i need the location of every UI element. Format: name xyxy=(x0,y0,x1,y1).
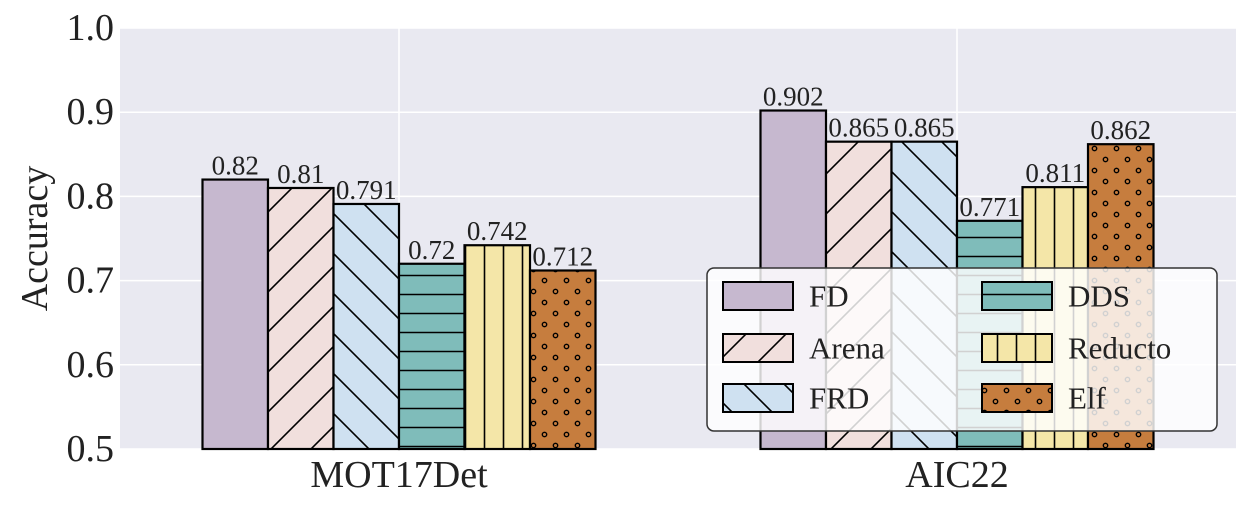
y-tick-label: 0.8 xyxy=(67,175,115,217)
legend-swatch xyxy=(722,333,794,363)
legend-label: DDS xyxy=(1068,279,1130,314)
data-label: 0.742 xyxy=(467,216,528,246)
data-label: 0.771 xyxy=(959,192,1020,222)
legend-swatch xyxy=(722,383,794,413)
y-tick-label: 0.5 xyxy=(67,428,115,470)
y-axis-label: Accuracy xyxy=(14,166,56,312)
legend-label: Reducto xyxy=(1068,331,1171,366)
legend-label: FRD xyxy=(809,381,869,416)
legend-label: FD xyxy=(809,279,849,314)
legend-swatch xyxy=(722,281,794,311)
y-tick-label: 0.9 xyxy=(67,91,115,133)
legend-label: Elf xyxy=(1068,381,1107,416)
bar xyxy=(397,262,466,451)
legend-swatch xyxy=(981,281,1053,311)
x-tick-label: AIC22 xyxy=(905,454,1008,496)
y-tick-label: 0.6 xyxy=(67,344,115,386)
data-label: 0.865 xyxy=(894,113,955,143)
data-label: 0.865 xyxy=(828,113,889,143)
legend-box xyxy=(706,267,1218,432)
data-label: 0.82 xyxy=(212,151,259,181)
data-label: 0.862 xyxy=(1090,115,1151,145)
data-label: 0.902 xyxy=(763,82,824,112)
legend-swatch xyxy=(981,383,1053,413)
bar xyxy=(332,202,401,451)
bar xyxy=(201,178,270,451)
x-tick-label: MOT17Det xyxy=(310,454,488,496)
legend-swatch xyxy=(981,333,1053,363)
data-label: 0.72 xyxy=(408,235,455,265)
legend-label: Arena xyxy=(809,331,885,366)
y-tick-label: 1.0 xyxy=(67,7,115,49)
y-tick-label: 0.7 xyxy=(67,260,115,302)
data-label: 0.81 xyxy=(277,159,324,189)
bar xyxy=(528,269,597,451)
data-label: 0.791 xyxy=(336,175,397,205)
data-label: 0.811 xyxy=(1025,158,1085,188)
bar xyxy=(266,186,335,451)
data-label: 0.712 xyxy=(532,241,593,271)
bar xyxy=(463,244,532,451)
